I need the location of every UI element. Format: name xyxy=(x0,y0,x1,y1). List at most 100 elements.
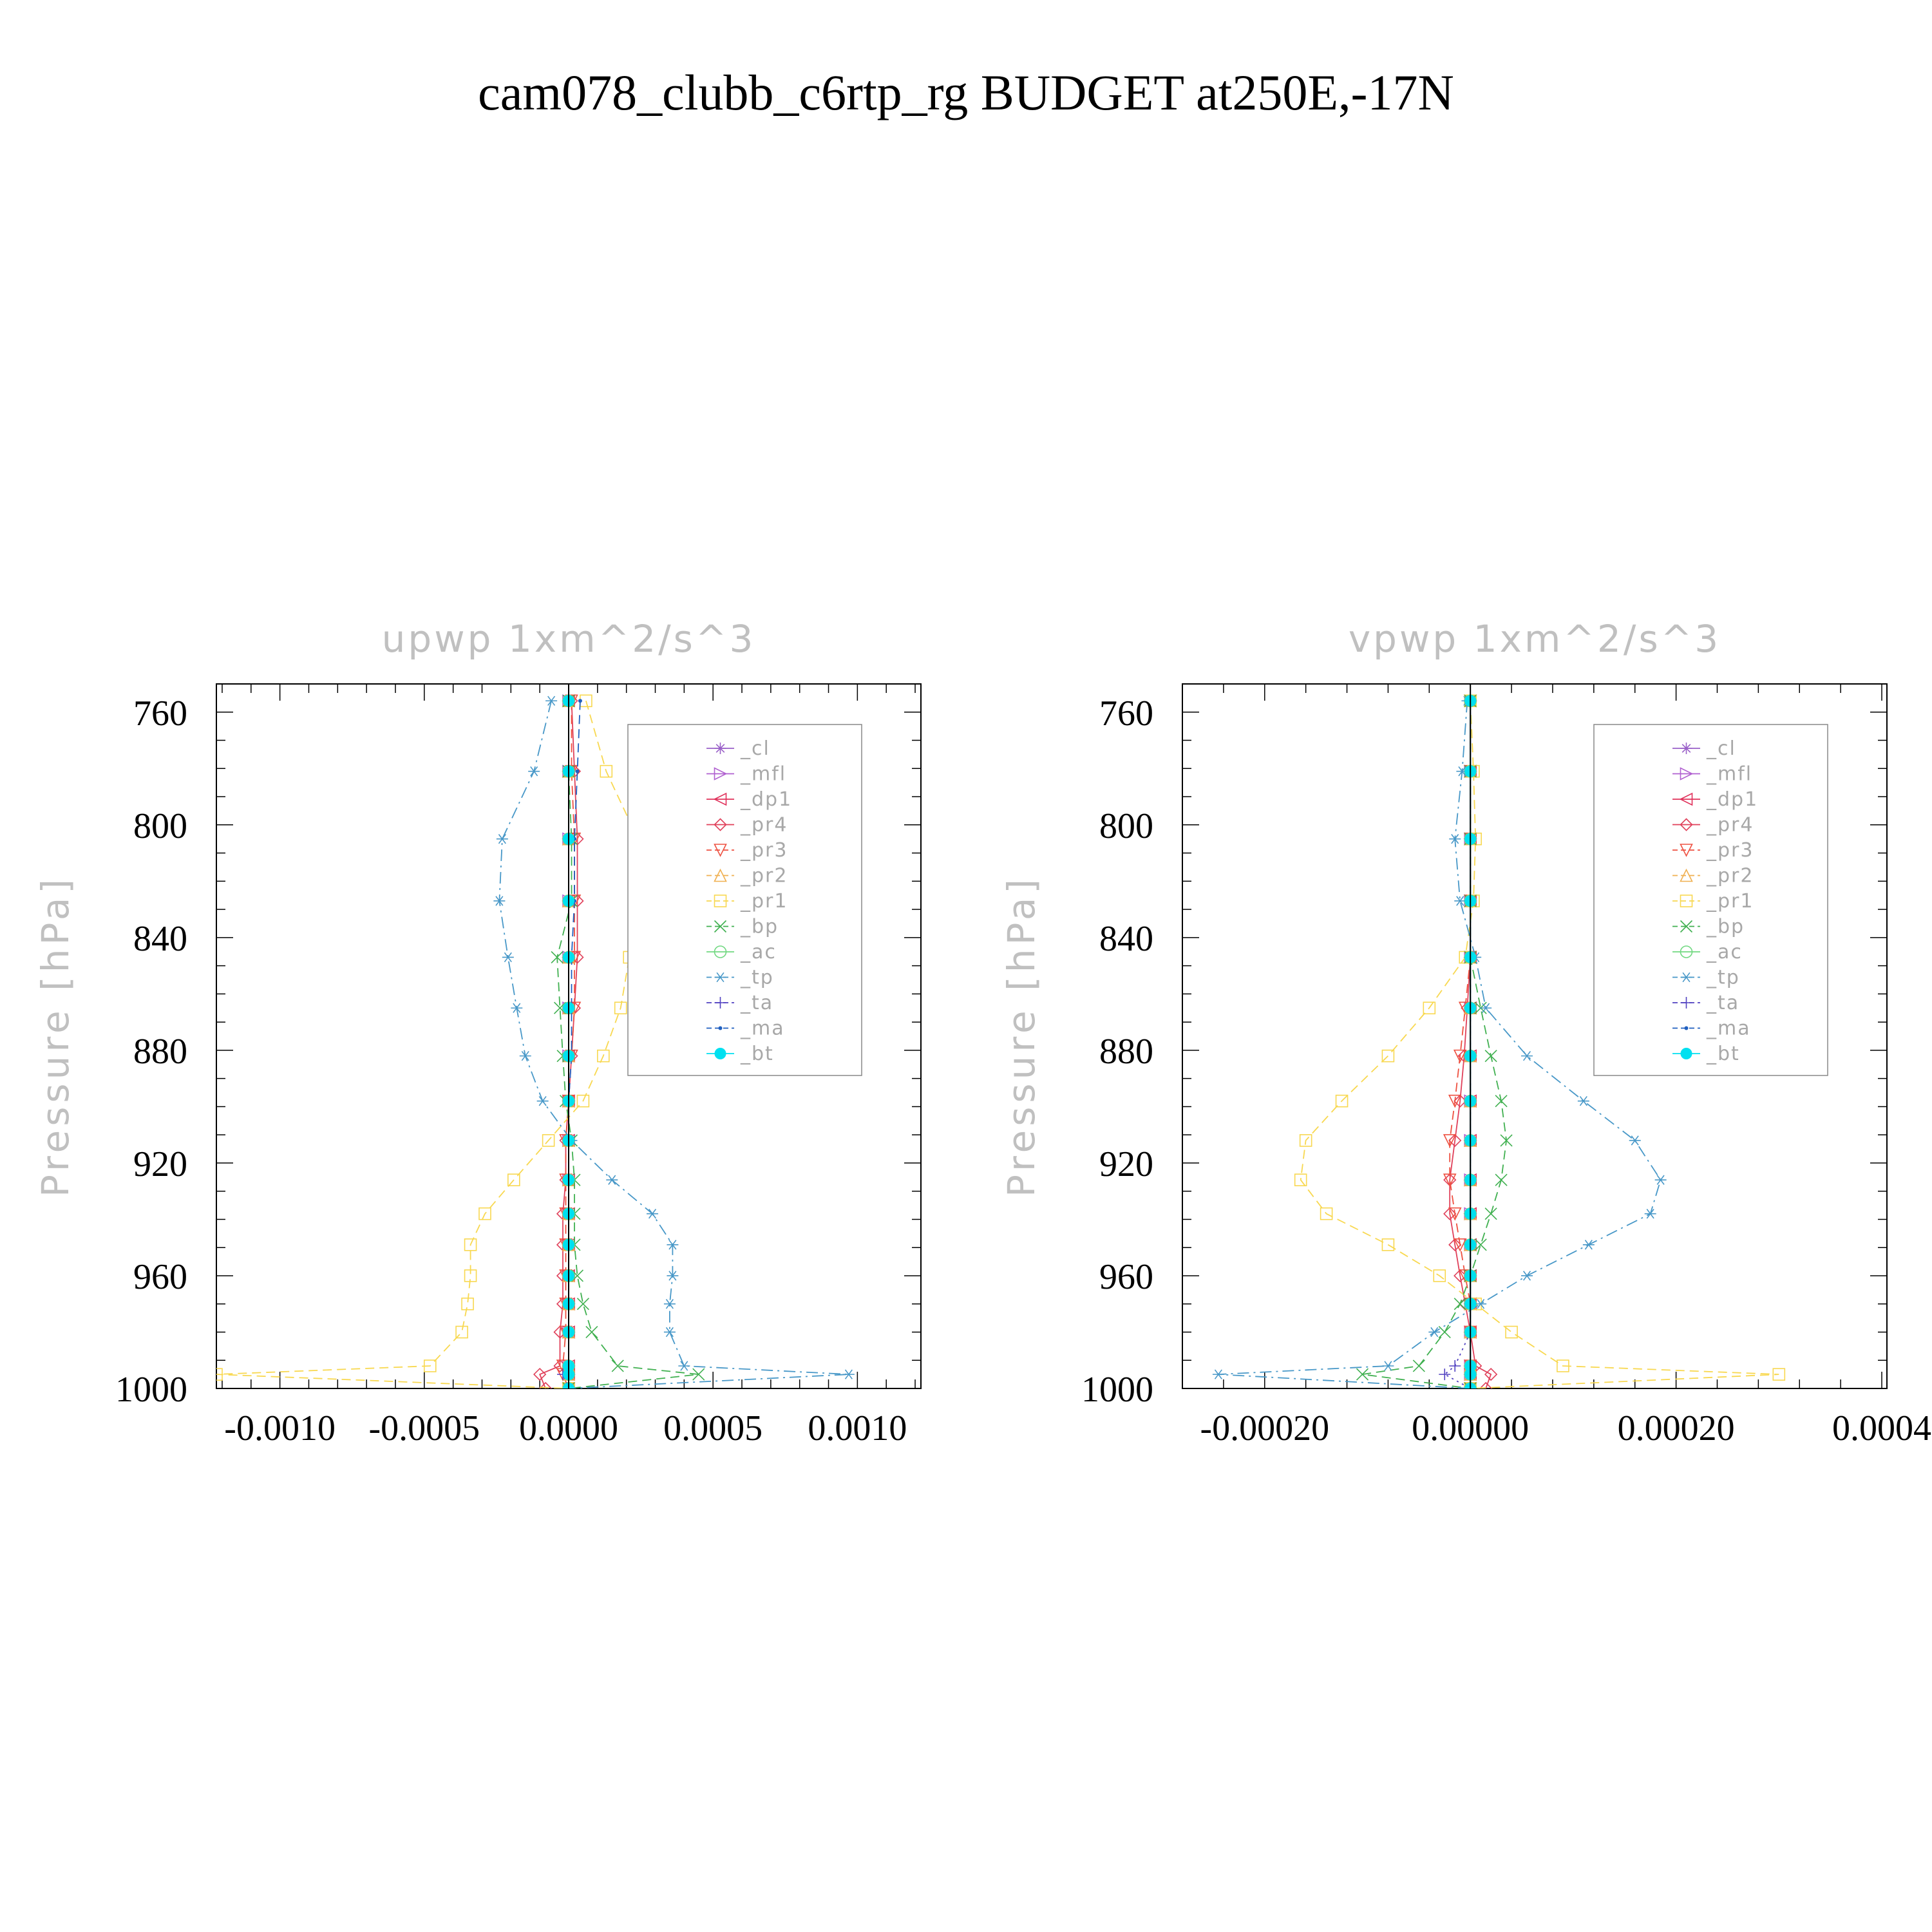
series-group xyxy=(1212,684,1786,1388)
data-point-bp xyxy=(1438,1325,1451,1339)
legend-label: _pr1 xyxy=(740,890,788,913)
figure-title: cam078_clubb_c6rtp_rg BUDGET at250E,-17N xyxy=(478,64,1454,120)
x-tick-label: 0.00020 xyxy=(1618,1408,1735,1448)
data-point-pr1 xyxy=(1381,1238,1395,1251)
data-point-tp xyxy=(1475,1299,1487,1309)
legend-label: _bp xyxy=(1706,916,1745,938)
data-point-pr3 xyxy=(1453,1049,1467,1063)
data-point-bp xyxy=(692,1368,705,1381)
y-tick-label: 880 xyxy=(133,1032,187,1072)
legend-marker xyxy=(714,844,727,857)
y-tick-label: 760 xyxy=(133,694,187,734)
legend-marker xyxy=(714,945,727,958)
data-point-bp xyxy=(1454,1298,1466,1311)
data-point-pr4 xyxy=(1454,1269,1467,1283)
data-point-pr1 xyxy=(461,1297,474,1311)
legend-label: _dp1 xyxy=(740,788,792,811)
legend-label: _dp1 xyxy=(1706,788,1758,811)
legend-marker xyxy=(1680,868,1693,882)
y-tick-label: 760 xyxy=(1099,694,1153,734)
legend-label: _ta xyxy=(740,992,773,1014)
data-point-pr4 xyxy=(1454,1094,1467,1108)
data-point-tp xyxy=(663,1299,676,1309)
legend-marker xyxy=(1680,920,1693,933)
data-point-pr4 xyxy=(1479,1381,1493,1388)
data-point-tp xyxy=(1582,1240,1595,1250)
legend-marker xyxy=(714,997,726,1009)
legend-marker xyxy=(1680,818,1693,831)
panel-title: upwp 1xm^2/s^3 xyxy=(382,617,756,661)
data-point-pr1 xyxy=(423,1359,437,1372)
data-point-pr1 xyxy=(464,1238,477,1251)
legend-label: _mfl xyxy=(1706,763,1752,786)
data-point-pr1 xyxy=(478,1207,491,1220)
legend-box xyxy=(627,724,862,1076)
data-point-tp xyxy=(1644,1209,1656,1219)
legend-marker xyxy=(1680,844,1693,857)
data-point-pr1 xyxy=(1423,1001,1436,1015)
data-point-tp xyxy=(1428,1327,1441,1338)
legend-marker xyxy=(1679,792,1693,806)
x-tick-label: 0.0004 xyxy=(1832,1408,1931,1448)
y-tick-label: 960 xyxy=(133,1257,187,1297)
data-point-bp xyxy=(585,1325,598,1339)
series-line-pr1 xyxy=(216,701,642,1388)
legend-label: _tp xyxy=(1706,967,1740,989)
data-point-tp xyxy=(1521,1271,1533,1281)
data-point-pr1 xyxy=(1505,1325,1518,1339)
y-axis-label: Pressure [hPa] xyxy=(33,875,77,1197)
legend-marker xyxy=(714,743,726,754)
legend-marker xyxy=(714,767,728,781)
legend-marker xyxy=(1680,945,1693,958)
data-point-tp xyxy=(606,1175,618,1185)
data-point-tp xyxy=(545,696,558,706)
y-tick-label: 1000 xyxy=(1081,1370,1153,1410)
x-tick-label: -0.00020 xyxy=(1200,1408,1329,1448)
legend-label: _ac xyxy=(1706,941,1743,963)
series-line-bp xyxy=(1362,701,1508,1388)
legend: _cl _mfl_dp1 _pr4_pr3 _pr2 _pr1 _bp _ac _tp _ta _… xyxy=(627,724,862,1076)
legend-marker xyxy=(1680,997,1692,1009)
data-point-pr4 xyxy=(1484,1367,1498,1381)
data-point-pr1 xyxy=(1299,1134,1312,1147)
y-tick-label: 1000 xyxy=(115,1370,187,1410)
data-point-pr3 xyxy=(1453,1238,1467,1252)
data-point-tp xyxy=(1629,1135,1641,1146)
data-point-pr3 xyxy=(1448,1094,1462,1108)
legend-marker xyxy=(713,792,727,806)
data-point-bp xyxy=(1484,1208,1497,1220)
data-point-pr1 xyxy=(600,764,613,778)
data-point-tp xyxy=(528,766,540,777)
data-point-tp xyxy=(536,1095,549,1106)
x-tick-label: -0.0005 xyxy=(368,1408,480,1448)
legend-label: _pr1 xyxy=(1706,890,1754,913)
data-point-pr1 xyxy=(1335,1094,1349,1108)
legend-label: _pr2 xyxy=(740,865,788,887)
data-point-tp xyxy=(493,896,506,906)
data-point-bp xyxy=(1474,1238,1487,1251)
data-point-pr1 xyxy=(1557,1359,1569,1372)
legend-marker xyxy=(714,868,727,882)
data-point-pr1 xyxy=(507,1173,520,1186)
data-point-bp xyxy=(1412,1359,1425,1372)
data-point-bp xyxy=(1495,1095,1508,1108)
data-point-tp xyxy=(496,834,508,844)
series-line-tp xyxy=(498,701,849,1388)
legend-label: _ac xyxy=(740,941,777,963)
legend-label: _mfl xyxy=(740,763,786,786)
data-point-pr4 xyxy=(533,1367,547,1381)
data-point-tp xyxy=(502,952,514,963)
data-point-tp xyxy=(511,1003,523,1013)
data-point-tp xyxy=(667,1240,679,1250)
legend-marker xyxy=(1684,1026,1689,1030)
data-point-bp xyxy=(1484,1050,1497,1063)
data-point-tp xyxy=(1654,1175,1667,1185)
chart-panel-1: upwp 1xm^2/s^3 Pressure [hPa] 760 800 840 880… xyxy=(33,617,922,1448)
data-point-tp xyxy=(647,1209,659,1219)
data-point-tp xyxy=(1577,1095,1589,1106)
data-point-tp xyxy=(1480,1003,1492,1013)
data-point-pr1 xyxy=(1433,1269,1446,1282)
y-tick-label: 800 xyxy=(133,806,187,846)
legend-label: _pr3 xyxy=(740,839,788,862)
